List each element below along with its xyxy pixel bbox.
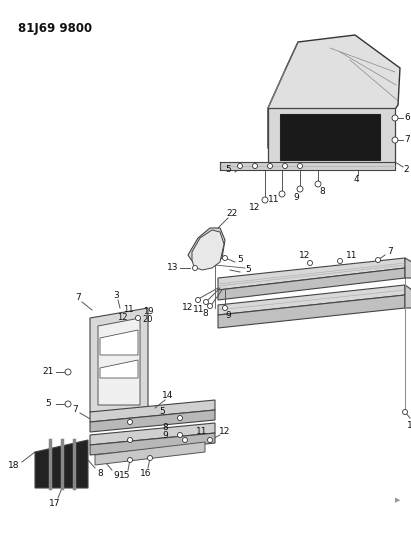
Text: 9: 9 [293, 192, 299, 201]
Polygon shape [192, 230, 224, 270]
Text: 9: 9 [225, 311, 231, 320]
Circle shape [148, 456, 152, 461]
Text: 18: 18 [8, 462, 20, 471]
Text: 7: 7 [75, 294, 81, 303]
Text: 9: 9 [162, 432, 168, 440]
Polygon shape [218, 268, 405, 300]
Text: 8: 8 [97, 469, 103, 478]
Circle shape [238, 164, 242, 168]
Text: 1: 1 [407, 421, 411, 430]
Text: 5: 5 [245, 265, 251, 274]
Text: 7: 7 [72, 406, 78, 415]
Polygon shape [268, 35, 400, 165]
Circle shape [262, 197, 268, 203]
Polygon shape [188, 228, 225, 268]
Circle shape [136, 316, 141, 320]
Circle shape [65, 369, 71, 375]
Text: 6: 6 [404, 114, 410, 123]
Text: 8: 8 [202, 309, 208, 318]
Polygon shape [90, 400, 215, 422]
Polygon shape [95, 442, 205, 465]
Text: 12: 12 [117, 313, 127, 322]
Circle shape [307, 261, 312, 265]
Text: 8: 8 [319, 188, 325, 197]
Text: 19: 19 [143, 308, 153, 317]
Text: 7: 7 [404, 135, 410, 144]
Circle shape [178, 416, 182, 421]
Polygon shape [35, 440, 88, 488]
Text: 22: 22 [226, 208, 238, 217]
Circle shape [282, 164, 288, 168]
Text: 13: 13 [167, 263, 179, 272]
Polygon shape [100, 330, 138, 355]
Text: 12: 12 [249, 204, 261, 213]
Polygon shape [218, 285, 405, 315]
Circle shape [402, 409, 407, 415]
Text: 11: 11 [123, 305, 133, 314]
Polygon shape [90, 433, 215, 455]
Circle shape [178, 432, 182, 438]
Text: 14: 14 [162, 392, 174, 400]
Text: 11: 11 [346, 251, 358, 260]
Text: 7: 7 [387, 247, 393, 256]
Text: 5: 5 [237, 255, 243, 264]
Circle shape [222, 305, 228, 311]
Polygon shape [405, 258, 411, 278]
Circle shape [127, 457, 132, 463]
Text: 81J69 9800: 81J69 9800 [18, 22, 92, 35]
Polygon shape [98, 318, 140, 405]
Circle shape [252, 164, 258, 168]
Circle shape [192, 265, 198, 271]
Circle shape [208, 438, 212, 442]
Circle shape [196, 297, 201, 303]
Circle shape [337, 259, 342, 263]
Circle shape [127, 438, 132, 442]
Text: 12: 12 [299, 252, 311, 261]
Polygon shape [220, 162, 395, 170]
Text: 5: 5 [159, 408, 165, 416]
Text: ▶: ▶ [395, 497, 401, 503]
Circle shape [203, 300, 208, 304]
Polygon shape [268, 108, 395, 165]
Polygon shape [90, 410, 215, 432]
Text: 5: 5 [225, 166, 231, 174]
Text: 21: 21 [42, 367, 54, 376]
Text: 11: 11 [196, 427, 208, 437]
Circle shape [268, 164, 272, 168]
Text: 12: 12 [182, 303, 194, 311]
Text: 16: 16 [140, 470, 152, 479]
Text: 4: 4 [353, 175, 359, 184]
Text: 8: 8 [162, 424, 168, 432]
Polygon shape [218, 295, 405, 328]
Text: 3: 3 [113, 290, 119, 300]
Text: 11: 11 [268, 196, 280, 205]
Circle shape [222, 255, 228, 261]
Text: 17: 17 [49, 498, 61, 507]
Circle shape [392, 137, 398, 143]
Text: 5: 5 [45, 400, 51, 408]
Text: 15: 15 [119, 472, 131, 481]
Text: 2: 2 [403, 166, 409, 174]
Circle shape [182, 438, 187, 442]
Circle shape [127, 419, 132, 424]
Polygon shape [90, 308, 148, 412]
Text: 11: 11 [193, 304, 205, 313]
Polygon shape [90, 423, 215, 445]
Circle shape [208, 303, 212, 309]
Circle shape [65, 401, 71, 407]
Circle shape [315, 181, 321, 187]
Polygon shape [280, 114, 380, 160]
Text: 20: 20 [143, 316, 153, 325]
Circle shape [298, 164, 302, 168]
Polygon shape [100, 360, 138, 378]
Text: 12: 12 [219, 427, 231, 437]
Polygon shape [405, 285, 411, 308]
Circle shape [297, 186, 303, 192]
Circle shape [392, 115, 398, 121]
Circle shape [279, 191, 285, 197]
Text: 9: 9 [113, 472, 119, 481]
Circle shape [376, 257, 381, 262]
Polygon shape [218, 258, 405, 290]
